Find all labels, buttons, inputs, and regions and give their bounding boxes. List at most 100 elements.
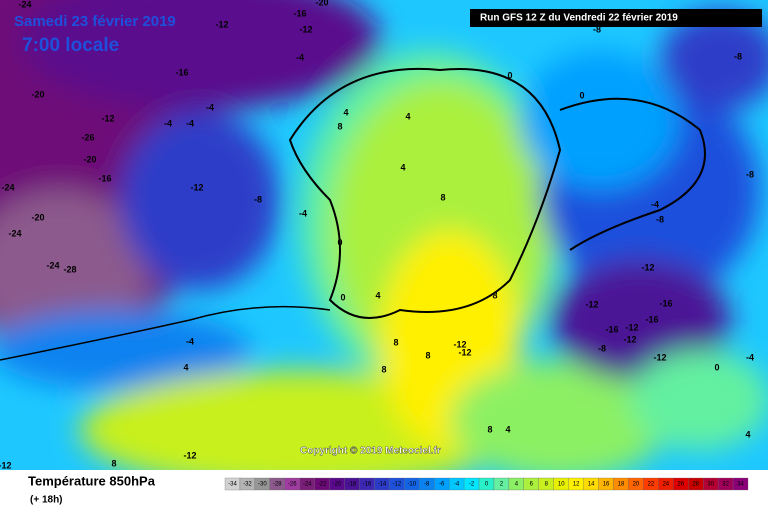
- footer-title: Température 850hPa: [28, 473, 156, 488]
- contour-label: -20: [83, 154, 96, 164]
- contour-label: -4: [299, 208, 307, 218]
- scale-label: -8: [424, 482, 430, 488]
- contour-label: -8: [254, 194, 262, 204]
- scale-label: 28: [692, 482, 699, 488]
- contour-label: -12: [215, 19, 228, 29]
- contour-label: -24: [1, 182, 14, 192]
- contour-label: -12: [653, 352, 666, 362]
- contour-label: 8: [393, 337, 398, 347]
- contour-label: -4: [186, 118, 194, 128]
- contour-label: -12: [453, 339, 466, 349]
- contour-label: 8: [111, 458, 116, 468]
- contour-label: -8: [734, 51, 742, 61]
- scale-label: 22: [648, 482, 655, 488]
- scale-label: -6: [439, 482, 445, 488]
- contour-label: 8: [487, 424, 492, 434]
- contour-label: 8: [381, 364, 386, 374]
- contour-label: -20: [315, 0, 328, 7]
- footer-bar: [0, 470, 768, 512]
- scale-label: -18: [348, 482, 357, 488]
- contour-label: -4: [651, 199, 659, 209]
- contour-label: -8: [656, 214, 664, 224]
- scale-label: -10: [407, 482, 416, 488]
- contour-label: -12: [585, 299, 598, 309]
- contour-label: -4: [206, 102, 214, 112]
- contour-label: -12: [183, 450, 196, 460]
- contour-label: -16: [175, 67, 188, 77]
- scale-label: 26: [677, 482, 684, 488]
- contour-label: -20: [31, 89, 44, 99]
- contour-label: -26: [81, 132, 94, 142]
- scale-label: -2: [469, 482, 475, 488]
- contour-label: -12: [0, 460, 12, 470]
- contour-label: 4: [183, 362, 188, 372]
- contour-label: -16: [98, 173, 111, 183]
- scale-label: 24: [662, 482, 669, 488]
- contour-label: -4: [186, 336, 194, 346]
- contour-label: -4: [746, 352, 754, 362]
- contour-label: -24: [46, 260, 59, 270]
- contour-label: -12: [458, 347, 471, 357]
- scale-label: -34: [228, 482, 237, 488]
- scale-label: -30: [258, 482, 267, 488]
- scale-label: 20: [633, 482, 640, 488]
- contour-label: 8: [337, 121, 342, 131]
- contour-label: 8: [440, 192, 445, 202]
- contour-label: -12: [299, 24, 312, 34]
- run-info: Run GFS 12 Z du Vendredi 22 février 2019: [480, 13, 678, 24]
- contour-label: 4: [405, 111, 410, 121]
- contour-label: 4: [400, 162, 405, 172]
- contour-label: 8: [492, 290, 497, 300]
- contour-label: 0: [714, 362, 719, 372]
- scale-label: -12: [393, 482, 402, 488]
- contour-label: -16: [659, 298, 672, 308]
- scale-label: 10: [558, 482, 565, 488]
- contour-label: 0: [579, 90, 584, 100]
- footer-lead: (+ 18h): [30, 495, 63, 506]
- scale-label: -14: [378, 482, 387, 488]
- scale-label: -16: [363, 482, 372, 488]
- contour-label: 8: [425, 350, 430, 360]
- date-title: Samedi 23 février 2019: [14, 13, 176, 30]
- contour-label: -8: [746, 169, 754, 179]
- contour-label: -24: [8, 228, 21, 238]
- scale-label: 4: [515, 482, 519, 488]
- contour-label: -8: [593, 24, 601, 34]
- scale-label: -24: [303, 482, 312, 488]
- copyright: Copyright © 2019 Meteociel.fr: [300, 446, 441, 457]
- contour-label: 4: [505, 424, 510, 434]
- contour-label: -12: [641, 262, 654, 272]
- time-title: 7:00 locale: [22, 35, 119, 56]
- scale-label: 30: [707, 482, 714, 488]
- contour-label: -12: [190, 182, 203, 192]
- scale-label: -4: [454, 482, 460, 488]
- scale-label: 34: [737, 482, 744, 488]
- contour-label: 4: [343, 107, 348, 117]
- scale-label: -28: [273, 482, 282, 488]
- contour-label: 0: [340, 292, 345, 302]
- contour-label: 0: [337, 237, 342, 247]
- color-scale: -34 -32 -30 -28 -26 -24 -22 -20 -18 -16 -14 -12 -10-…: [224, 477, 749, 491]
- contour-label: 4: [375, 290, 380, 300]
- scale-swatch: [732, 477, 749, 491]
- scale-label: 18: [618, 482, 625, 488]
- contour-label: -20: [31, 212, 44, 222]
- scale-label: -32: [243, 482, 252, 488]
- scale-label: -20: [333, 482, 342, 488]
- contour-label: -4: [164, 118, 172, 128]
- contour-label: -24: [18, 0, 31, 9]
- scale-label: 0: [485, 482, 489, 488]
- contour-label: -28: [63, 264, 76, 274]
- scale-label: 12: [573, 482, 580, 488]
- scale-label: 2: [500, 482, 504, 488]
- contour-label: -12: [623, 334, 636, 344]
- contour-label: -16: [293, 8, 306, 18]
- contour-label: 4: [745, 429, 750, 439]
- contour-label: -16: [605, 324, 618, 334]
- contour-label: -16: [645, 314, 658, 324]
- scale-label: -22: [318, 482, 327, 488]
- scale-label: 8: [545, 482, 549, 488]
- contour-label: -12: [101, 113, 114, 123]
